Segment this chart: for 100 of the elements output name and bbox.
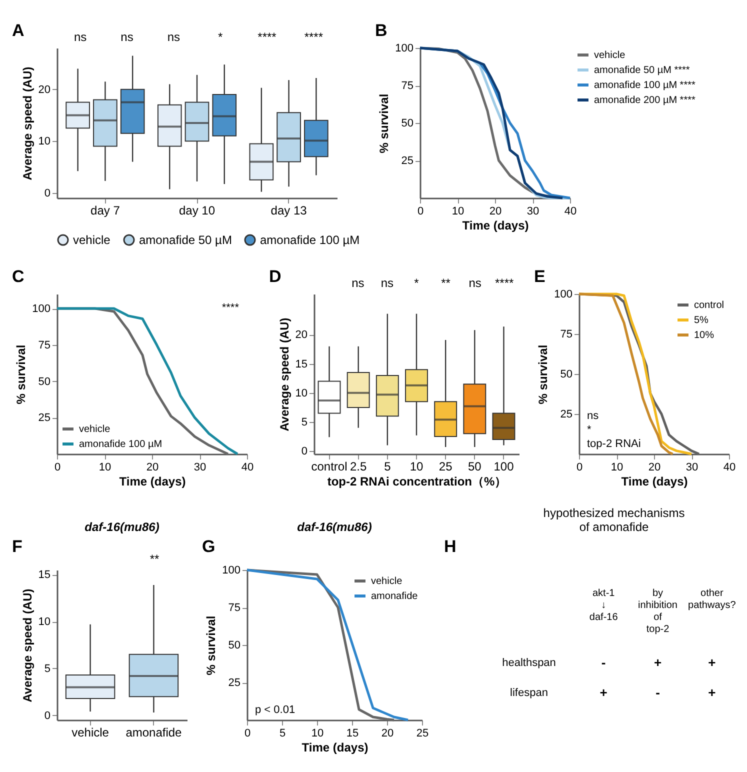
chart-title: daf-16(mu86) (297, 520, 372, 534)
text: **** (304, 30, 324, 44)
annotation: p < 0.01 (255, 704, 296, 716)
x-tick-label: 20 (489, 206, 502, 218)
x-axis-title: Time (days) (621, 474, 688, 488)
y-tick-label: 25 (560, 408, 572, 420)
text: - (656, 685, 660, 700)
x-tick-label: 0 (54, 462, 61, 474)
y-tick-label: 100 (554, 288, 572, 300)
x-tick-label: 5 (384, 460, 392, 474)
legend-label: amonafide 100 µM **** (594, 80, 696, 91)
legend-label: control (694, 300, 724, 311)
text: C (12, 267, 24, 286)
chart-title: daf-16(mu86) (84, 520, 160, 534)
text: **** (495, 276, 514, 290)
x-tick-label: day 10 (178, 204, 216, 218)
y-tick-label: 50 (38, 376, 50, 388)
y-tick-label: 10 (38, 136, 50, 148)
y-tick-label: 25 (38, 412, 50, 424)
y-axis-title: % survival (536, 344, 550, 404)
x-tick-label: 100 (494, 460, 514, 474)
legend-label: amonafide 50 µM **** (594, 65, 690, 76)
category-label: other pathways? (688, 588, 736, 611)
x-tick-label: 30 (526, 206, 540, 218)
y-tick-label: 75 (560, 328, 572, 340)
y-tick-label: 75 (228, 602, 240, 614)
x-axis-title: Time (days) (302, 740, 368, 754)
x-tick-label: 25 (438, 460, 453, 474)
x-tick-label: 10 (311, 728, 324, 740)
x-tick-label: 20 (381, 728, 394, 740)
y-tick-label: 75 (401, 80, 414, 92)
legend-label: amonafide 200 µM **** (594, 95, 696, 106)
legend-label: amonafide 100 µM (260, 233, 360, 247)
text: G (202, 537, 216, 556)
legend-label: vehicle (79, 424, 111, 435)
x-tick-label: 2.5 (350, 460, 368, 474)
text: **** (258, 30, 277, 44)
x-tick-label: 50 (468, 460, 482, 474)
x-axis-title: top-2 RNAi concentration（%） (327, 474, 507, 488)
text: hypothesized mechanisms of amonafide (543, 506, 685, 534)
y-axis-title: Average speed (AU) (20, 588, 34, 702)
text: + (708, 655, 716, 670)
y-tick-label: 5 (44, 662, 50, 675)
x-tick-label: day 7 (90, 204, 120, 218)
text: ns (380, 276, 394, 290)
y-tick-label: 50 (560, 368, 572, 380)
x-tick-label: 30 (686, 462, 698, 474)
x-tick-label: 20 (146, 462, 159, 474)
y-tick-label: 0 (301, 446, 308, 458)
text: + (600, 685, 608, 700)
category-label: healthspan (502, 657, 556, 669)
y-tick-label: 0 (44, 710, 50, 722)
x-tick-label: 10 (610, 462, 624, 474)
text: ns (74, 30, 87, 44)
legend-label: 10% (694, 330, 714, 341)
text: + (654, 655, 662, 670)
x-tick-label: 40 (564, 206, 577, 218)
y-tick-label: 10 (38, 616, 50, 628)
x-tick-label: 10 (98, 462, 112, 474)
y-axis-title: Average speed (AU) (277, 318, 292, 432)
x-axis-title: Time (days) (119, 474, 186, 488)
y-tick-label: 15 (295, 358, 308, 370)
text: ns (468, 276, 482, 290)
x-tick-label: control (311, 460, 348, 474)
text: + (708, 685, 716, 700)
x-tick-label: 5 (279, 728, 286, 740)
text: A (12, 21, 24, 40)
annotation: ns (587, 410, 600, 422)
y-tick-label: 25 (228, 677, 240, 689)
text: F (12, 537, 22, 556)
y-tick-label: 50 (401, 118, 414, 130)
y-tick-label: 0 (44, 187, 50, 200)
x-tick-label: day 13 (270, 204, 308, 218)
x-tick-label: 10 (452, 206, 464, 218)
annotation: top-2 RNAi (587, 438, 641, 450)
x-axis-title: Time (days) (462, 218, 529, 232)
y-tick-label: 100 (395, 42, 414, 54)
x-tick-label: 40 (723, 462, 736, 474)
legend-label: amonafide 100 µM (79, 439, 162, 450)
category-label: by inhibition of top-2 (638, 588, 678, 635)
legend-label: vehicle (73, 233, 111, 247)
legend-label: vehicle (594, 50, 626, 61)
x-tick-label: 0 (576, 462, 583, 474)
annotation: **** (222, 302, 240, 314)
y-axis-title: % survival (377, 94, 392, 154)
legend-label: amonafide (371, 591, 418, 602)
y-tick-label: 20 (38, 84, 50, 96)
y-tick-label: 5 (301, 416, 308, 428)
text: * (414, 276, 420, 290)
text: - (601, 655, 606, 670)
legend-label: 5% (694, 315, 709, 326)
y-tick-label: 10 (295, 387, 308, 400)
x-tick-label: vehicle (72, 726, 110, 740)
x-tick-label: 40 (241, 462, 254, 474)
category-label: lifespan (510, 687, 548, 699)
text: * (218, 30, 223, 44)
legend-label: amonafide 50 µM (139, 233, 232, 247)
x-tick-label: 15 (346, 728, 359, 740)
x-tick-label: amonafide (126, 726, 182, 740)
y-axis-title: % survival (14, 344, 28, 404)
